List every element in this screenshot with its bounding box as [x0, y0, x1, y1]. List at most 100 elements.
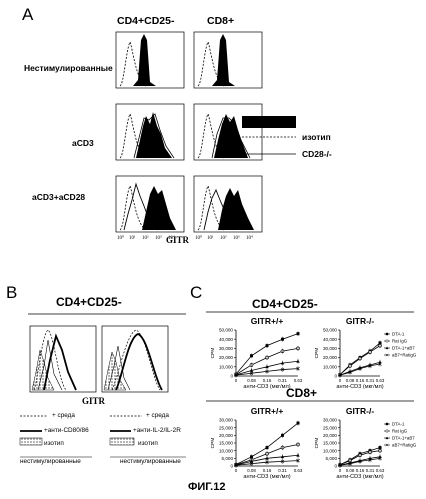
x-tick-label: 0: [235, 378, 238, 383]
y-tick-label: 10,000: [219, 364, 233, 369]
y-tick-label: 10,000: [323, 448, 337, 453]
x-tick-label: 0.63: [294, 468, 303, 473]
legend-label: aB7+RatIgG: [392, 443, 417, 448]
y-tick-label: 0: [334, 464, 337, 469]
x-tick-label: 0.16: [263, 468, 272, 473]
y-tick-label: 30,000: [323, 346, 337, 351]
hist-frame: [116, 32, 184, 88]
y-tick-label: 0: [334, 374, 337, 379]
y-tick-label: 15,000: [323, 441, 337, 446]
hist-unstim-cd8: [194, 32, 262, 88]
panel-b-graphics: [20, 314, 186, 457]
line-chart-2: GITR+/+ 0 5,000 10,000 15,000 20,000 25,000 30,…: [210, 406, 303, 480]
panel-a-histograms: 10⁰ 10¹ 10² 10³ 10⁴ 10⁰ 10¹ 10² 10³ 10⁴: [116, 32, 262, 241]
x-tick-label: 0.16: [356, 468, 365, 473]
legend-label: DTA-1+aB7: [392, 436, 415, 441]
legend-marker: [386, 430, 388, 432]
legend-label: DTA-1: [392, 422, 405, 427]
chart-title: GITR-/-: [346, 316, 374, 326]
y-tick-label: 10,000: [323, 364, 337, 369]
x-tick-label: 0.31: [278, 468, 287, 473]
svg-text:10¹: 10¹: [129, 235, 136, 241]
y-tick-label: 25,000: [219, 425, 233, 430]
y-axis-label: CPM: [210, 348, 216, 359]
svg-text:10¹: 10¹: [207, 235, 214, 241]
y-tick-label: 5,000: [326, 456, 338, 461]
y-axis-label: CPM: [314, 348, 320, 359]
hist-acd3-acd28-cd4: [116, 176, 184, 232]
x-tick-label: 0.63: [294, 378, 303, 383]
svg-text:10⁰: 10⁰: [117, 235, 124, 241]
panel-b-hist-right: [102, 326, 168, 392]
panel-a-x-ticks: 10⁰ 10¹ 10² 10³ 10⁴ 10⁰ 10¹ 10² 10³ 10⁴: [117, 235, 253, 241]
legend-marker: [386, 333, 388, 335]
svg-text:10²: 10²: [220, 235, 227, 241]
svg-text:10⁴: 10⁴: [168, 235, 175, 241]
svg-text:10⁴: 10⁴: [246, 235, 253, 241]
chart-title: GITR-/-: [346, 406, 374, 416]
line-chart-0: GITR+/+ 0 10,000 20,000 30,000 40,000 50,000 0 0…: [210, 316, 303, 390]
y-tick-label: 50,000: [323, 328, 337, 333]
legend-label: Rat IgG: [392, 339, 408, 344]
y-tick-label: 25,000: [323, 425, 337, 430]
x-tick-label: 0.31: [366, 468, 375, 473]
y-tick-label: 40,000: [323, 337, 337, 342]
y-tick-label: 20,000: [219, 433, 233, 438]
y-tick-label: 10,000: [219, 448, 233, 453]
legend-marker: [386, 340, 388, 342]
svg-text:10³: 10³: [233, 235, 240, 241]
x-axis-label: анти-CD3 (мкг/мл): [243, 474, 290, 480]
hist-acd3-cd4: [116, 104, 184, 160]
x-tick-label: 0.63: [376, 378, 385, 383]
line-chart-3: GITR-/- 0 5,000 10,000 15,000 20,000 25,000 30,…: [314, 406, 417, 480]
hist-acd3-cd8: [194, 104, 262, 160]
y-tick-label: 40,000: [219, 337, 233, 342]
y-tick-label: 30,000: [219, 346, 233, 351]
x-tick-label: 0.63: [376, 468, 385, 473]
legend-label: DTA-1+aB7: [392, 346, 415, 351]
hist-acd3-acd28-cd8: [194, 176, 262, 232]
legend-filled-swatch: [242, 116, 296, 128]
y-tick-label: 30,000: [219, 418, 233, 423]
y-tick-label: 30,000: [323, 418, 337, 423]
svg-text:10³: 10³: [155, 235, 162, 241]
y-tick-label: 0: [230, 374, 233, 379]
x-tick-label: 0.08: [247, 378, 256, 383]
y-tick-label: 20,000: [323, 433, 337, 438]
x-tick-label: 0.08: [247, 468, 256, 473]
x-tick-label: 0.08: [346, 468, 355, 473]
legend-marker: [386, 423, 388, 425]
y-tick-label: 5,000: [222, 456, 234, 461]
y-tick-label: 20,000: [323, 355, 337, 360]
y-axis-label: CPM: [210, 438, 216, 449]
x-tick-label: 0: [235, 468, 238, 473]
x-tick-label: 0.08: [346, 378, 355, 383]
panel-c-charts: GITR+/+010,00020,00030,00040,00050,00000…: [210, 316, 417, 480]
svg-text:10⁰: 10⁰: [195, 235, 202, 241]
y-tick-label: 20,000: [219, 355, 233, 360]
y-tick-label: 50,000: [219, 328, 233, 333]
panel-a-legend: [242, 116, 296, 154]
x-tick-label: 0.31: [366, 378, 375, 383]
legend-label: aB7+RatIgG: [392, 353, 417, 358]
svg-text:10²: 10²: [142, 235, 149, 241]
x-tick-label: 0.16: [263, 378, 272, 383]
x-tick-label: 0.16: [356, 378, 365, 383]
y-tick-label: 15,000: [219, 441, 233, 446]
x-tick-label: 0.31: [278, 378, 287, 383]
line-chart-1: GITR-/-010,00020,00030,00040,00050,00000…: [314, 316, 417, 390]
chart-title: GITR+/+: [251, 316, 284, 326]
x-axis-label: анти-CD3 (мкг/мл): [336, 474, 383, 480]
legend-label: Rat IgG: [392, 429, 408, 434]
y-tick-label: 0: [230, 464, 233, 469]
x-tick-label: 0: [339, 378, 342, 383]
panel-b-hist-left: [30, 326, 96, 392]
x-tick-label: 0: [339, 468, 342, 473]
legend-label: DTA-1: [392, 332, 405, 337]
y-axis-label: CPM: [314, 438, 320, 449]
x-axis-label: анти-CD3 (мкг/мл): [336, 384, 383, 390]
hist-unstim-cd4: [116, 32, 184, 88]
x-axis-label: анти-CD3 (мкг/мл): [243, 384, 290, 390]
chart-title: GITR+/+: [251, 406, 284, 416]
